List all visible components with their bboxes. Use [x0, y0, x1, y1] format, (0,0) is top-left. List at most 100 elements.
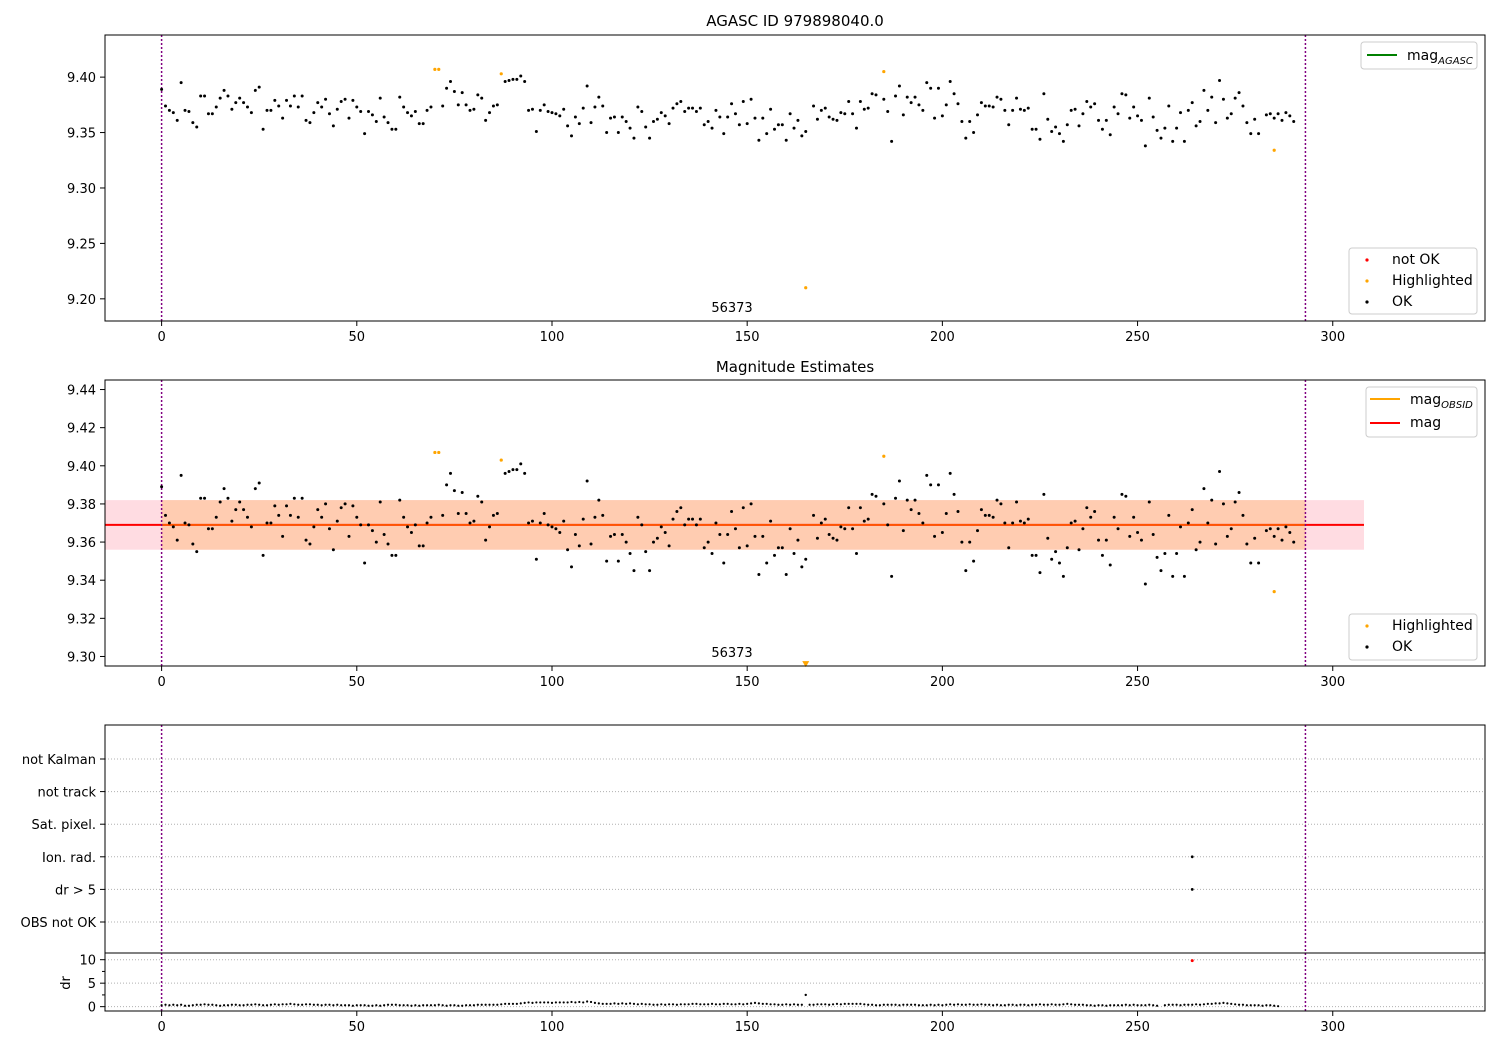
agasc-ok-point — [519, 74, 523, 78]
dr-point — [902, 1003, 905, 1006]
dr-point — [910, 1003, 913, 1006]
dr-point — [995, 1003, 999, 1006]
mag-ok-point — [245, 515, 249, 519]
dr-point — [710, 1002, 714, 1005]
dr-point — [1015, 1004, 1018, 1007]
mag-ok-point — [597, 498, 601, 502]
mag-ok-point — [480, 500, 484, 504]
mag-ok-point — [448, 471, 452, 475]
dr-point — [1136, 1004, 1139, 1007]
agasc-ok-point — [1292, 119, 1296, 123]
mag-ok-point — [285, 504, 289, 508]
dr-point — [1011, 1003, 1014, 1006]
dr-point — [933, 1004, 936, 1007]
agasc-ok-point — [448, 80, 452, 84]
magnitude-legend-status: Highlighted OK — [1348, 613, 1478, 661]
agasc-xtick-label: 150 — [735, 330, 760, 345]
agasc-panel: AGASC ID 979898040.0 0 50 100 150 200 250 300 9… — [67, 12, 1486, 345]
mag-ok-point — [199, 496, 203, 500]
agasc-ok-point — [897, 84, 901, 88]
dr-point — [820, 1003, 823, 1006]
dr-point — [250, 1003, 253, 1006]
agasc-obsid-label: 56373 — [711, 301, 752, 316]
agasc-ok-point — [917, 103, 921, 107]
agasc-highlighted-point — [882, 69, 886, 74]
dr-point — [843, 1002, 846, 1005]
agasc-ok-point — [815, 117, 819, 121]
magnitude-obsid-label: 56373 — [711, 646, 752, 661]
mag-ok-point — [503, 471, 507, 475]
agasc-ok-point — [722, 132, 726, 136]
mag-ok-point — [1089, 515, 1093, 519]
dr-point — [945, 1003, 948, 1006]
dr-point — [582, 1001, 585, 1004]
dr-point — [504, 1002, 507, 1005]
mag-ok-point — [339, 506, 343, 510]
dr-point — [988, 1003, 991, 1006]
agasc-ok-point — [495, 103, 499, 107]
mag-ok-point — [1151, 532, 1155, 536]
mag-ok-point — [402, 515, 406, 519]
mag-ok-point — [1292, 540, 1296, 544]
mag-ok-point — [858, 506, 862, 510]
agasc-ok-point — [164, 104, 168, 108]
mag-ok-point — [913, 498, 917, 502]
agasc-ok-point — [1198, 119, 1202, 123]
mag-ok-point — [1175, 552, 1179, 556]
mag-ok-point — [1069, 521, 1073, 525]
mag-ok-point — [1237, 490, 1241, 494]
mag-ok-point — [1038, 571, 1042, 575]
mag-ok-point — [324, 502, 328, 506]
mag-ok-point — [624, 540, 628, 544]
mag-ok-point — [191, 542, 195, 546]
dr-point — [351, 1004, 354, 1007]
agasc-ok-point — [222, 88, 226, 92]
mag-ok-point — [1206, 521, 1210, 525]
mag-ok-point — [979, 508, 983, 512]
agasc-ok-point — [558, 114, 562, 118]
mag-ok-point — [203, 496, 207, 500]
agasc-ok-point — [374, 119, 378, 123]
dr-point — [874, 1004, 878, 1007]
mag-ytick-label: 9.40 — [67, 460, 96, 475]
agasc-ok-point — [667, 122, 671, 126]
mag-ok-point — [1229, 527, 1233, 531]
mag-ok-point — [406, 525, 410, 529]
agasc-ok-point — [784, 138, 788, 142]
agasc-ok-point — [773, 127, 777, 131]
mag-ok-point — [534, 557, 538, 561]
dr-point — [347, 1004, 351, 1007]
dr-point — [1089, 1004, 1092, 1007]
mag-ok-point — [940, 531, 944, 535]
dr-point — [929, 1003, 932, 1006]
agasc-ok-point — [1128, 116, 1132, 120]
agasc-ok-point — [1085, 100, 1089, 104]
dr-point — [324, 1003, 327, 1006]
mag-ok-point — [160, 485, 164, 489]
mag-ok-point — [1077, 548, 1081, 552]
agasc-ok-point — [1143, 144, 1147, 148]
mag-ok-point — [257, 481, 261, 485]
dr-point — [691, 1002, 694, 1005]
dr-point — [781, 1003, 784, 1006]
dr-point — [273, 1003, 276, 1006]
agasc-ytick-label: 9.35 — [67, 127, 96, 142]
mag-ok-point — [894, 496, 898, 500]
dr-xtick-label: 100 — [540, 1020, 565, 1035]
dr-point — [855, 1002, 858, 1005]
agasc-ok-point — [913, 95, 917, 99]
mag-ok-point — [218, 500, 222, 504]
mag-ok-point — [242, 508, 246, 512]
agasc-ok-point — [780, 123, 784, 127]
agasc-highlighted-point — [433, 67, 437, 71]
dr-point — [1077, 1003, 1081, 1006]
mag-ytick-label: 9.44 — [67, 384, 96, 399]
mag-ok-point — [1007, 546, 1011, 550]
dr-point — [429, 1004, 433, 1007]
mag-ok-point — [675, 510, 679, 514]
dr-point — [1230, 1002, 1233, 1005]
mag-ok-point — [976, 529, 980, 533]
mag-ok-point — [804, 557, 808, 561]
flag-point — [1190, 888, 1194, 891]
mag-xtick-label: 250 — [1125, 675, 1150, 690]
